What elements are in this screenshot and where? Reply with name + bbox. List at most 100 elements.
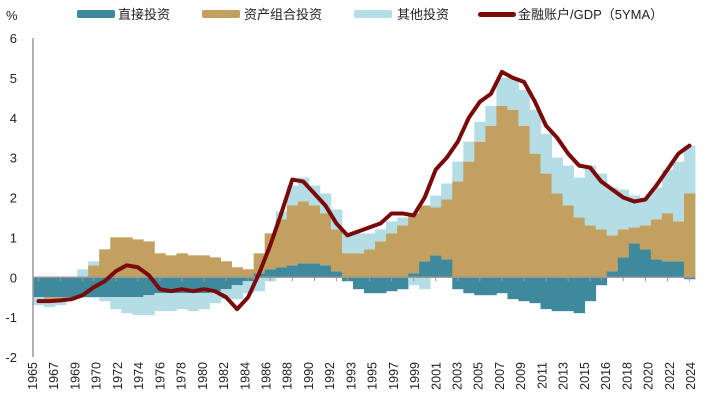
plot-area (33, 69, 696, 316)
y-tick-label: 2 (10, 191, 17, 206)
bar-direct-1998 (397, 277, 409, 290)
bar-direct-1999 (408, 273, 420, 278)
bar-other-2014 (573, 177, 586, 218)
x-tick-label: 1969 (69, 362, 83, 390)
bar-other-2024 (683, 145, 696, 194)
bar-portfolio-1977 (165, 255, 177, 278)
legend-item-financial-account: 金融账户/GDP（5YMA） (478, 7, 663, 22)
bar-other-2001 (430, 195, 442, 208)
x-tick-label: 2022 (663, 362, 677, 390)
bar-direct-2000 (419, 261, 431, 278)
bar-other-2011 (540, 133, 552, 174)
bar-other-1979 (187, 293, 199, 312)
bar-portfolio-2000 (419, 205, 431, 262)
x-tick-label: 2015 (578, 362, 592, 390)
y-tick-label: -2 (5, 350, 17, 365)
bar-other-2008 (507, 77, 519, 110)
x-tick-label: 1972 (111, 362, 125, 390)
bar-other-1974 (132, 297, 144, 316)
bar-other-2023 (672, 161, 685, 222)
bar-portfolio-1984 (242, 269, 255, 278)
x-tick-label: 2005 (472, 362, 486, 390)
bar-direct-1969 (77, 277, 89, 298)
bar-portfolio-2021 (650, 219, 663, 260)
bar-direct-1978 (176, 277, 188, 294)
bar-other-1972 (110, 297, 122, 310)
bar-portfolio-2008 (507, 109, 519, 278)
bar-portfolio-2013 (562, 205, 575, 278)
bar-other-2012 (551, 157, 563, 194)
bar-portfolio-1992 (330, 229, 343, 272)
x-tick-label: 1997 (387, 362, 401, 390)
bar-portfolio-1983 (231, 267, 244, 278)
y-tick-label: 1 (10, 230, 17, 245)
bar-portfolio-2012 (551, 193, 563, 278)
bar-other-1978 (176, 293, 188, 310)
bar-portfolio-2006 (485, 125, 497, 278)
legend-item-direct: 直接投资 (77, 7, 170, 22)
x-tick-label: 2020 (642, 362, 656, 390)
bar-portfolio-1988 (286, 205, 299, 266)
legend-item-portfolio: 资产组合投资 (202, 7, 322, 22)
bar-portfolio-2011 (540, 173, 552, 278)
bar-portfolio-1995 (364, 249, 376, 278)
bar-portfolio-1980 (198, 255, 210, 278)
bar-portfolio-1975 (143, 241, 155, 278)
bar-direct-2006 (485, 277, 497, 296)
x-tick-label: 1970 (90, 362, 104, 390)
bar-other-2007 (496, 77, 508, 106)
bar-direct-1966 (44, 277, 56, 298)
x-tick-label: 2024 (684, 362, 698, 390)
x-axis: 1965 1967 1969 1970 1972 1974 1976 1978 1980 1982… (26, 277, 698, 390)
bar-portfolio-2017 (606, 235, 619, 272)
x-tick-label: 2018 (620, 362, 634, 390)
bar-portfolio-1976 (154, 253, 166, 278)
bar-other-1969 (77, 269, 89, 278)
legend-swatch-other (354, 10, 392, 18)
line-financial-account (36, 69, 692, 312)
bar-direct-2008 (507, 277, 519, 300)
bar-portfolio-1971 (99, 249, 111, 278)
bar-portfolio-1999 (408, 213, 420, 274)
bar-direct-1981 (209, 277, 221, 292)
x-tick-label: 2016 (599, 362, 613, 390)
legend-swatch-financial-account (478, 12, 516, 17)
bar-other-1981 (209, 291, 221, 304)
bar-portfolio-1973 (121, 237, 133, 278)
y-tick-label: 4 (10, 111, 17, 126)
bar-portfolio-2004 (463, 161, 475, 278)
bar-other-2002 (441, 183, 453, 200)
bar-portfolio-1972 (110, 237, 122, 278)
bar-portfolio-1987 (275, 219, 288, 268)
x-tick-label: 2011 (535, 362, 549, 389)
bar-portfolio-2005 (474, 141, 486, 278)
bar-portfolio-1993 (341, 253, 354, 278)
bar-other-1973 (121, 297, 133, 314)
bar-direct-1996 (375, 277, 387, 294)
bar-direct-1986 (264, 269, 277, 278)
bar-direct-1997 (386, 277, 398, 292)
bar-direct-2003 (452, 277, 464, 290)
bar-other-2022 (661, 169, 674, 214)
legend-label-portfolio: 资产组合投资 (244, 7, 322, 22)
bar-other-2003 (452, 161, 464, 182)
bar-portfolio-1982 (220, 261, 232, 278)
bar-portfolio-2007 (496, 105, 508, 278)
bar-direct-2012 (551, 277, 563, 312)
bar-portfolio-1970 (88, 265, 100, 278)
bar-portfolio-1985 (253, 253, 266, 274)
x-tick-label: 1999 (408, 362, 422, 390)
bar-direct-2019 (628, 243, 641, 278)
bar-portfolio-2019 (628, 227, 641, 244)
y-axis-unit-label: % (6, 8, 18, 23)
bar-direct-2004 (463, 277, 475, 294)
legend-label-direct: 直接投资 (118, 7, 170, 22)
y-tick-label: 0 (10, 270, 17, 285)
x-tick-label: 1995 (366, 362, 380, 390)
legend-label-other: 其他投资 (397, 7, 449, 22)
bar-portfolio-1990 (308, 205, 321, 264)
legend-swatch-direct (77, 10, 115, 18)
legend-swatch-portfolio (202, 10, 240, 18)
bar-portfolio-2010 (529, 153, 541, 278)
